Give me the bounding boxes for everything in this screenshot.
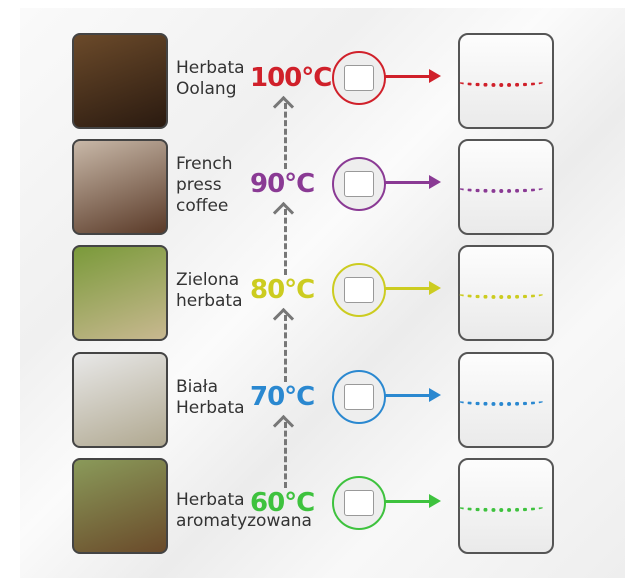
kettle-light-image [458,458,554,554]
temperature-label: 70°C [250,382,315,412]
drink-photo [72,458,168,554]
dashed-connector [284,209,287,275]
temperature-label: 90°C [250,169,315,199]
temperature-label: 80°C [250,275,315,305]
arrow-right-icon [385,281,441,295]
drink-photo [72,352,168,448]
kettle-light-image [458,33,554,129]
drink-photo [72,33,168,129]
dashed-connector [284,103,287,169]
kettle-light-image [458,139,554,235]
drink-name: Herbata aromatyzowana [176,490,312,531]
temperature-row: Zielona herbata 80°C [0,245,640,352]
drink-name: Biała Herbata [176,377,245,418]
drink-name: French press coffee [176,153,233,216]
kettle-light-image [458,245,554,341]
dashed-connector [284,315,287,382]
temperature-row: Herbata Oolang 100°C [0,33,640,140]
temperature-label: 100°C [250,63,332,93]
temperature-row: Herbata aromatyzowana 60°C [0,458,640,565]
arrow-right-icon [385,494,441,508]
control-panel-icon [332,370,386,424]
temperature-label: 60°C [250,488,315,518]
drink-photo [72,139,168,235]
dashed-connector [284,422,287,488]
temperature-row: Biała Herbata 70°C [0,352,640,459]
drink-name: Zielona herbata [176,270,243,311]
drink-name: Herbata Oolang [176,58,245,99]
control-panel-icon [332,263,386,317]
temperature-row: French press coffee 90°C [0,139,640,246]
arrow-right-icon [385,175,441,189]
control-panel-icon [332,476,386,530]
kettle-light-image [458,352,554,448]
arrow-right-icon [385,388,441,402]
control-panel-icon [332,157,386,211]
control-panel-icon [332,51,386,105]
drink-photo [72,245,168,341]
arrow-right-icon [385,69,441,83]
